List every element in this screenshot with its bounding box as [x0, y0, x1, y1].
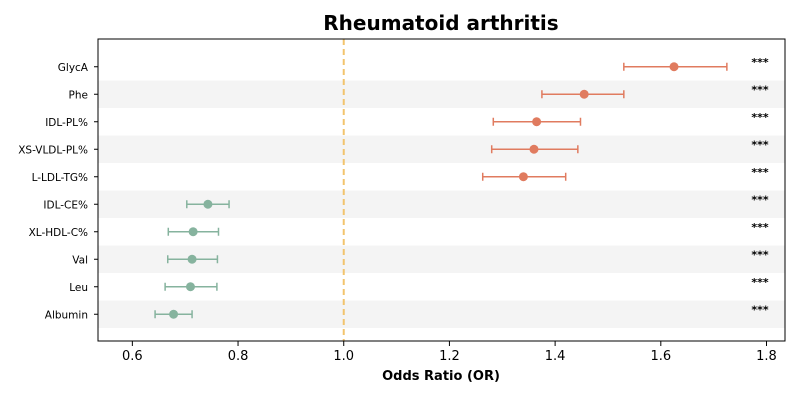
significance-leu: *** — [751, 276, 769, 289]
y-tick-label-albumin: Albumin — [45, 309, 88, 321]
significance-val: *** — [751, 248, 769, 261]
point-albumin — [169, 309, 179, 319]
plot-frame — [97, 38, 786, 342]
y-tick-label-xl-hdl-c: XL-HDL-C% — [29, 227, 88, 239]
y-tick-label-glyca: GlycA — [58, 62, 89, 74]
y-tick-labels: GlycA Phe IDL-PL% XS-VLDL-PL% L-LDL-TG% IDL-C… — [18, 62, 98, 321]
x-tick-label: 1.4 — [545, 349, 566, 364]
row-stripe-phe — [98, 80, 785, 108]
x-axis-label: Odds Ratio (OR) — [382, 369, 500, 384]
row-stripe-xs-vldl-pl — [98, 135, 785, 163]
significance-l-ldl-tg: *** — [751, 166, 769, 179]
significance-phe: *** — [751, 83, 769, 96]
significance-labels: *** *** *** *** *** *** *** *** *** *** — [751, 56, 769, 317]
x-tick-label: 0.6 — [122, 349, 143, 364]
x-tick-label: 1.8 — [756, 349, 777, 364]
y-tick-label-l-ldl-tg: L-LDL-TG% — [32, 172, 88, 184]
row-stripes — [98, 80, 785, 328]
significance-idl-ce: *** — [751, 193, 769, 206]
y-tick-label-phe: Phe — [69, 89, 88, 101]
data-marks — [154, 62, 728, 319]
point-xl-hdl-c — [188, 227, 198, 237]
row-stripe-albumin — [98, 300, 785, 328]
significance-xs-vldl-pl: *** — [751, 138, 769, 151]
point-phe — [579, 89, 589, 99]
x-tick-label: 0.8 — [228, 349, 249, 364]
point-val — [187, 254, 197, 264]
y-tick-label-leu: Leu — [69, 282, 88, 294]
y-tick-label-xs-vldl-pl: XS-VLDL-PL% — [18, 144, 88, 156]
chart-title: Rheumatoid arthritis — [323, 11, 558, 35]
point-xs-vldl-pl — [529, 144, 539, 154]
point-leu — [185, 282, 195, 292]
x-tick-label: 1.0 — [333, 349, 354, 364]
x-tick-label: 1.2 — [439, 349, 460, 364]
significance-albumin: *** — [751, 303, 769, 316]
y-tick-label-idl-ce: IDL-CE% — [43, 199, 88, 211]
x-tick-label: 1.6 — [650, 349, 671, 364]
significance-idl-pl: *** — [751, 111, 769, 124]
point-idl-pl — [532, 117, 542, 127]
y-tick-label-idl-pl: IDL-PL% — [45, 117, 88, 129]
point-l-ldl-tg — [518, 172, 528, 182]
y-tick-label-val: Val — [72, 254, 88, 266]
significance-glyca: *** — [751, 56, 769, 69]
point-idl-ce — [203, 199, 213, 209]
significance-xl-hdl-c: *** — [751, 221, 769, 234]
x-axis: 0.6 0.8 1.0 1.2 1.4 1.6 1.8 — [122, 341, 777, 364]
point-glyca — [669, 62, 679, 72]
